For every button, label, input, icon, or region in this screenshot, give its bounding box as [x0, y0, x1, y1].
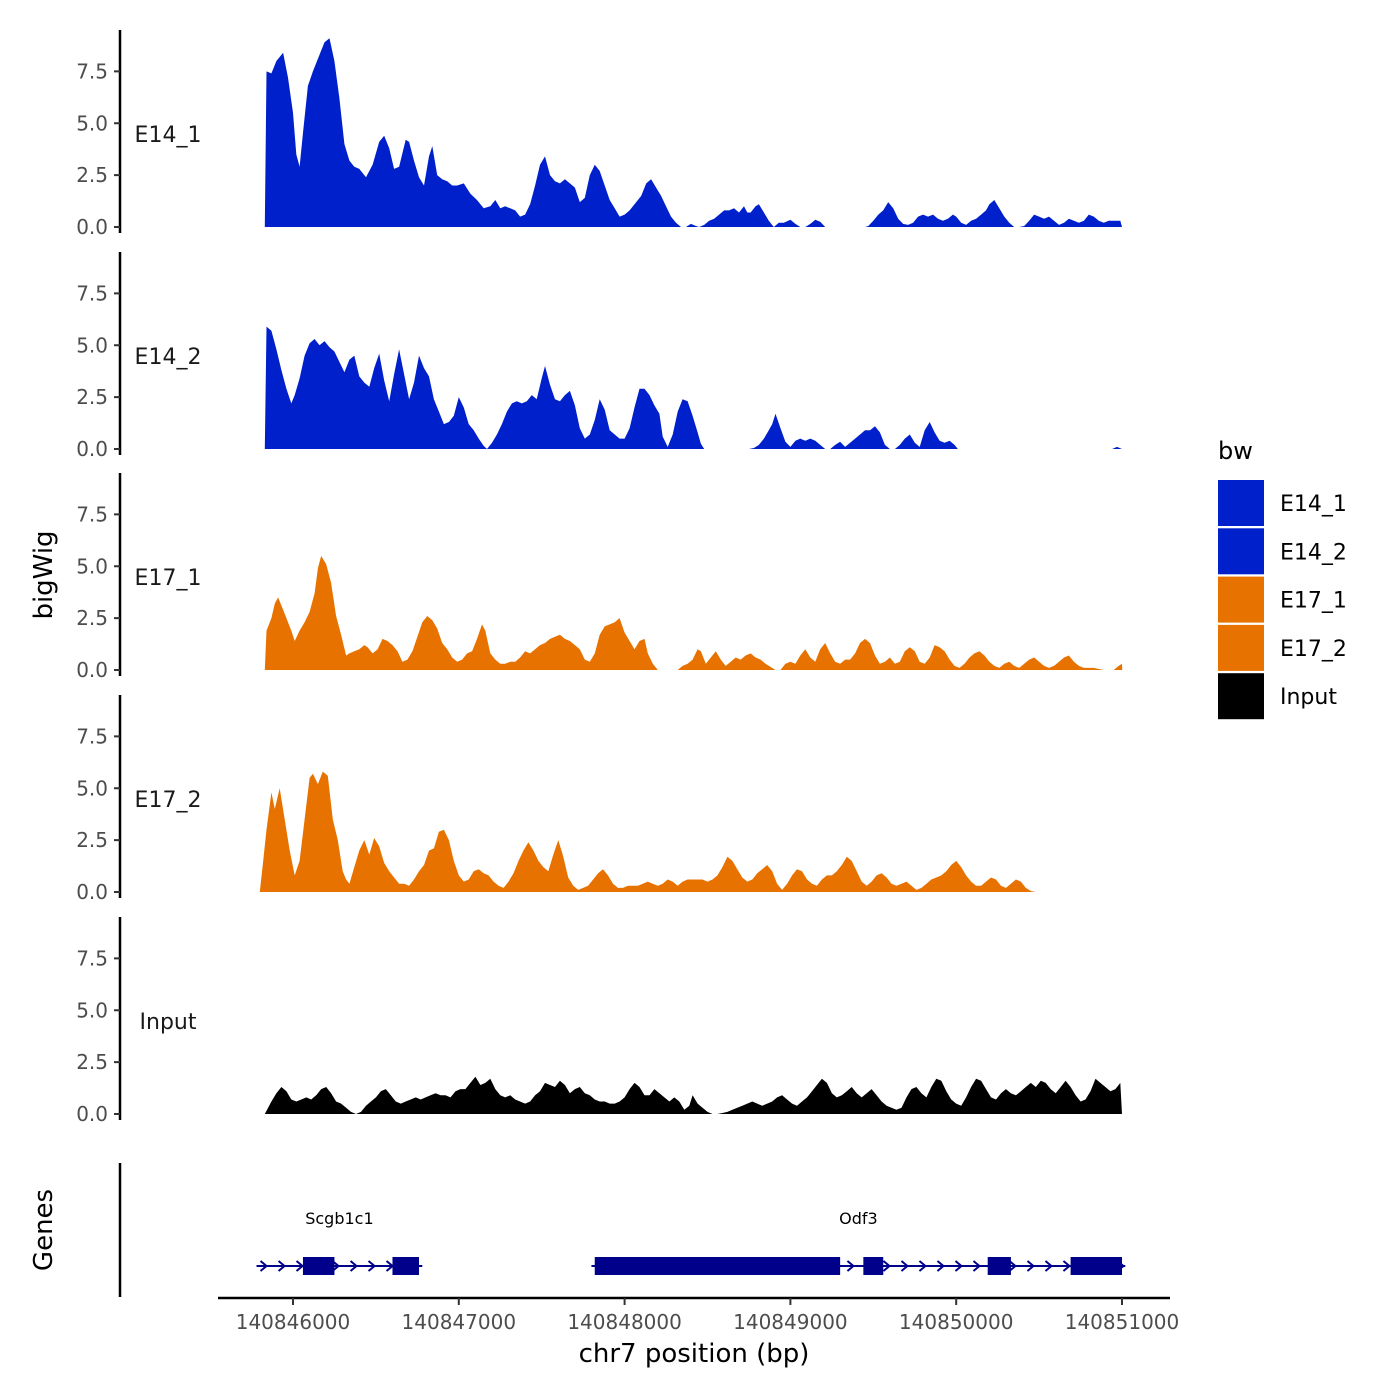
panel-e17-2: 0.0 2.5 5.0 7.5 E17_2 — [76, 695, 1122, 904]
y-tick-label: 5.0 — [76, 111, 108, 135]
x-tick-label: 140850000 — [899, 1310, 1014, 1334]
legend-label-e14-2: E14_2 — [1280, 540, 1347, 565]
strand-chevron — [882, 1260, 892, 1272]
y-tick-label: 0.0 — [76, 1102, 108, 1126]
gene-exon — [392, 1257, 420, 1275]
gene-exon — [1070, 1257, 1122, 1275]
y-tick-label: 2.5 — [76, 828, 108, 852]
y-tick-label: 0.0 — [76, 880, 108, 904]
strand-chevron — [349, 1260, 359, 1272]
legend-label-e17-2: E17_2 — [1280, 637, 1347, 662]
panel-label-e14-1: E14_1 — [135, 123, 202, 148]
x-tick-label: 140846000 — [236, 1310, 351, 1334]
y-tick-label: 5.0 — [76, 333, 108, 357]
x-tick-label: 140849000 — [733, 1310, 848, 1334]
x-tick-label: 140847000 — [402, 1310, 517, 1334]
panel-label-e14-2: E14_2 — [135, 345, 202, 370]
gene-label-scgb1c1: Scgb1c1 — [305, 1209, 373, 1228]
strand-chevron — [972, 1260, 982, 1272]
x-tick-label: 140848000 — [567, 1310, 682, 1334]
panel-label-e17-1: E17_1 — [135, 566, 202, 591]
gene-label-odf3: Odf3 — [839, 1209, 878, 1228]
gene-exon — [863, 1257, 884, 1275]
y-tick-label: 2.5 — [76, 163, 108, 187]
strand-chevron — [1008, 1260, 1018, 1272]
strand-chevron — [900, 1260, 910, 1272]
legend-key-e14-1 — [1218, 480, 1264, 526]
legend-label-e17-1: E17_1 — [1280, 589, 1347, 614]
area-input — [264, 1076, 1122, 1114]
panel-e17-1: 0.0 2.5 5.0 7.5 E17_1 — [76, 473, 1123, 682]
panel-label-e17-2: E17_2 — [135, 788, 202, 813]
panel-input: 0.0 2.5 5.0 7.5 Input — [76, 917, 1122, 1126]
panel-e14-1: 0.0 2.5 5.0 7.5 E14_1 — [76, 30, 1122, 239]
area-e17-1 — [264, 555, 1123, 670]
legend-title: bw — [1218, 437, 1253, 465]
gene-scgb1c1: Scgb1c1 — [256, 1209, 423, 1275]
panel-e14-2: 0.0 2.5 5.0 7.5 E14_2 — [76, 252, 1122, 461]
strand-chevron — [277, 1260, 287, 1272]
y-tick-label: 5.0 — [76, 776, 108, 800]
strand-chevron — [1026, 1260, 1036, 1272]
y-tick-label: 7.5 — [76, 502, 108, 526]
legend-key-input — [1218, 673, 1264, 720]
y-tick-label: 5.0 — [76, 554, 108, 578]
y-tick-label: 7.5 — [76, 946, 108, 970]
y-tick-label: 2.5 — [76, 1050, 108, 1074]
gene-odf3: Odf3 — [591, 1209, 1126, 1275]
y-tick-label: 0.0 — [76, 437, 108, 461]
y-tick-label: 7.5 — [76, 724, 108, 748]
legend-label-input: Input — [1280, 685, 1337, 710]
genes-track: Genes Scgb1c1 Odf3 — [29, 1163, 1126, 1297]
x-axis: chr7 position (bp) 140846000 140847000 140… — [218, 1296, 1180, 1369]
area-e17-2 — [259, 771, 1122, 892]
y-tick-label: 2.5 — [76, 385, 108, 409]
strand-chevron — [1062, 1260, 1072, 1272]
strand-chevron — [331, 1260, 341, 1272]
area-e14-1 — [264, 38, 1122, 228]
y-tick-label: 5.0 — [76, 998, 108, 1022]
legend-label-e14-1: E14_1 — [1280, 492, 1347, 517]
genes-axis-title: Genes — [29, 1189, 59, 1271]
legend-key-e14-2 — [1218, 528, 1264, 575]
y-tick-label: 7.5 — [76, 281, 108, 305]
strand-chevron — [954, 1260, 964, 1272]
gene-exon — [594, 1257, 841, 1275]
strand-chevron — [367, 1260, 377, 1272]
strand-chevron — [1044, 1260, 1054, 1272]
y-tick-label: 7.5 — [76, 59, 108, 83]
strand-chevron — [259, 1260, 269, 1272]
area-e14-2 — [264, 326, 1122, 449]
strand-chevron — [936, 1260, 946, 1272]
legend-key-e17-2 — [1218, 624, 1264, 671]
y-tick-label: 2.5 — [76, 606, 108, 630]
strand-chevron — [846, 1260, 856, 1272]
y-axis-title: bigWig — [29, 530, 59, 619]
legend: bw E14_1 E14_2 E17_1 E17_2 Input — [1218, 437, 1347, 720]
x-axis-title: chr7 position (bp) — [579, 1339, 810, 1369]
panel-label-input: Input — [140, 1010, 197, 1035]
x-tick-label: 140851000 — [1065, 1310, 1180, 1334]
gene-exon — [987, 1257, 1011, 1275]
legend-key-e17-1 — [1218, 576, 1264, 623]
strand-chevron — [918, 1260, 928, 1272]
strand-chevron — [295, 1260, 305, 1272]
y-tick-label: 0.0 — [76, 215, 108, 239]
signal-panels: 0.0 2.5 5.0 7.5 E14_1 0.0 2.5 5.0 7.5 E14_2 0.0 2.5… — [76, 30, 1123, 1126]
y-tick-label: 0.0 — [76, 658, 108, 682]
gene-exon — [302, 1257, 335, 1275]
